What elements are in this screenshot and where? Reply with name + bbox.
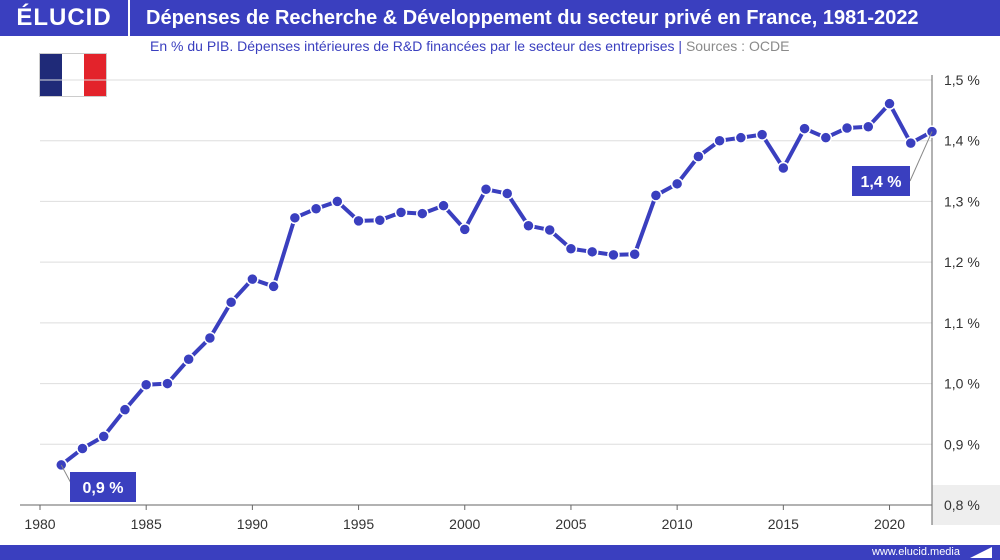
footer-site-link[interactable]: www.elucid.media: [871, 546, 960, 558]
data-point: [267, 280, 280, 293]
footer-bar: www.elucid.media: [0, 545, 1000, 560]
flag-stripe-red: [84, 54, 106, 96]
grid-lines: [40, 79, 1000, 525]
subtitle-text: En % du PIB. Dépenses intérieures de R&D…: [150, 38, 675, 54]
data-point: [203, 331, 217, 345]
data-point: [607, 248, 620, 262]
x-tick-label: 2020: [874, 516, 905, 532]
flag-stripe-white: [62, 54, 84, 96]
x-tick-label: 2010: [662, 516, 693, 532]
x-tick-label: 2005: [555, 516, 586, 532]
data-point: [755, 128, 769, 141]
data-point: [479, 183, 493, 196]
data-point: [394, 206, 408, 219]
data-point: [798, 122, 811, 135]
y-tick-label: 1,0 %: [944, 376, 980, 392]
annotation-label: 1,4 %: [861, 174, 902, 191]
data-point: [161, 377, 174, 390]
data-point: [97, 430, 110, 443]
y-tick-label: 1,3 %: [944, 193, 980, 209]
data-point: [331, 195, 344, 208]
y-tick-label: 1,2 %: [944, 254, 980, 270]
data-point: [500, 187, 514, 200]
data-series: [54, 97, 939, 472]
data-point: [819, 131, 833, 144]
data-point: [585, 245, 599, 259]
france-flag-icon: [40, 54, 106, 96]
data-point: [288, 211, 302, 225]
x-tick-label: 2000: [449, 516, 480, 532]
data-point: [904, 136, 918, 150]
elucid-mark-icon: [970, 547, 992, 558]
data-point: [628, 248, 641, 261]
annotation-leader: [909, 131, 933, 182]
data-point: [182, 353, 195, 366]
y-axis-base-band: [932, 485, 1000, 525]
y-tick-label: 1,4 %: [944, 133, 980, 149]
data-point: [118, 403, 132, 416]
annotation-box: [70, 472, 136, 502]
data-point: [309, 202, 323, 215]
data-point: [564, 242, 578, 256]
data-point: [416, 207, 429, 220]
data-point: [543, 223, 556, 237]
chart-subtitle: En % du PIB. Dépenses intérieures de R&D…: [150, 38, 789, 54]
y-tick-label: 1,5 %: [944, 72, 980, 88]
series-line: [60, 101, 933, 467]
line-chart: 0,8 % 0,9 % 1,0 % 1,1 % 1,2 % 1,3 % 1,4 % 1,5 %…: [20, 72, 1000, 532]
data-point: [437, 199, 450, 212]
data-point: [139, 378, 153, 392]
data-point: [246, 272, 259, 286]
data-point: [76, 442, 89, 455]
annotation-box: [852, 166, 910, 196]
flag-stripe-blue: [40, 54, 62, 96]
annotation-label: 0,9 %: [83, 480, 124, 497]
data-point: [670, 177, 684, 191]
annotations: 0,9 % 1,4 %: [60, 131, 933, 502]
data-point: [883, 97, 896, 110]
data-point: [373, 214, 387, 227]
data-point: [522, 219, 535, 232]
data-point: [649, 189, 663, 202]
y-tick-label: 0,8 %: [944, 497, 980, 513]
data-point: [713, 134, 726, 147]
subtitle-separator: |: [678, 38, 683, 54]
elucid-logo: ÉLUCID: [0, 0, 130, 36]
data-point: [352, 214, 365, 228]
source-text: Sources : OCDE: [685, 38, 790, 54]
y-tick-label: 0,9 %: [944, 436, 980, 452]
x-tick-label: 1990: [237, 516, 268, 532]
data-point: [777, 161, 790, 175]
data-point: [224, 295, 238, 309]
header-bar: ÉLUCID Dépenses de Recherche & Développe…: [0, 0, 1000, 36]
data-point: [692, 150, 705, 163]
axes: 0,8 % 0,9 % 1,0 % 1,1 % 1,2 % 1,3 % 1,4 % 1,5 %…: [20, 72, 980, 532]
y-tick-label: 1,1 %: [944, 315, 980, 331]
x-tick-label: 1985: [131, 516, 162, 532]
data-point: [840, 121, 854, 135]
data-point: [734, 131, 748, 144]
data-point: [862, 120, 875, 133]
x-tick-label: 2015: [768, 516, 799, 532]
x-tick-label: 1995: [343, 516, 374, 532]
data-point: [458, 223, 472, 236]
x-tick-label: 1980: [24, 516, 55, 532]
chart-title: Dépenses de Recherche & Développement du…: [146, 6, 919, 29]
